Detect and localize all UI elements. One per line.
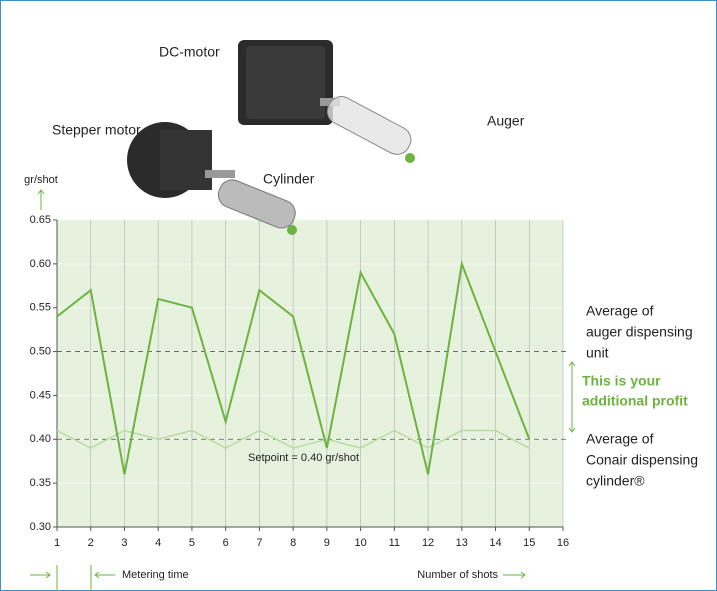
x-tick-label: 5 — [189, 537, 195, 549]
x-tick-label: 7 — [256, 537, 262, 549]
x-tick-label: 3 — [121, 537, 127, 549]
x-axis-label: Number of shots — [417, 569, 498, 581]
series-label: Auger — [487, 113, 525, 129]
x-tick-label: 8 — [290, 537, 296, 549]
metering-label: Metering time — [122, 569, 189, 581]
x-tick-label: 14 — [489, 537, 501, 549]
plot-background — [57, 220, 563, 527]
x-tick-label: 10 — [354, 537, 366, 549]
x-tick-label: 11 — [389, 537, 400, 549]
profit-label: additional profit — [582, 393, 688, 409]
y-tick-label: 0.35 — [30, 477, 51, 489]
setpoint-label: Setpoint = 0.40 gr/shot — [248, 452, 359, 464]
series-line — [56, 260, 531, 475]
y-tick-label: 0.50 — [30, 345, 51, 357]
auger-average-label: auger dispensing — [586, 324, 693, 340]
y-tick-label: 0.60 — [30, 258, 51, 270]
cylinder-average-label: cylinder® — [586, 473, 645, 489]
x-tick-label: 1 — [54, 537, 60, 549]
x-tick-label: 6 — [223, 537, 229, 549]
x-tick-label: 15 — [523, 537, 535, 549]
y-tick-label: 0.40 — [30, 433, 51, 445]
motor-label: Stepper motor — [52, 122, 141, 138]
bottom-arrows — [30, 189, 576, 591]
dc-motor-illustration — [238, 40, 415, 163]
auger-average-label: Average of — [586, 303, 654, 319]
series-label: Cylinder — [263, 171, 315, 187]
x-tick-label: 4 — [155, 537, 161, 549]
x-tick-label: 2 — [88, 537, 94, 549]
y-tick-label: 0.45 — [30, 389, 51, 401]
auger-average-label: unit — [586, 345, 609, 361]
stepper-motor-illustration — [127, 122, 297, 235]
series-line — [56, 429, 530, 449]
x-tick-label: 9 — [324, 537, 330, 549]
y-tick-label: 0.30 — [30, 521, 51, 533]
profit-label: This is your — [582, 373, 661, 389]
y-tick-label: 0.55 — [30, 302, 51, 314]
x-tick-label: 16 — [557, 537, 569, 549]
y-axis-label: gr/shot — [24, 174, 58, 186]
motor-label: DC-motor — [159, 44, 220, 60]
cylinder-average-label: Conair dispensing — [586, 452, 698, 468]
plot — [53, 219, 570, 531]
x-tick-label: 13 — [456, 537, 468, 549]
x-tick-label: 12 — [422, 537, 434, 549]
y-tick-label: 0.65 — [30, 214, 51, 226]
cylinder-average-label: Average of — [586, 431, 654, 447]
